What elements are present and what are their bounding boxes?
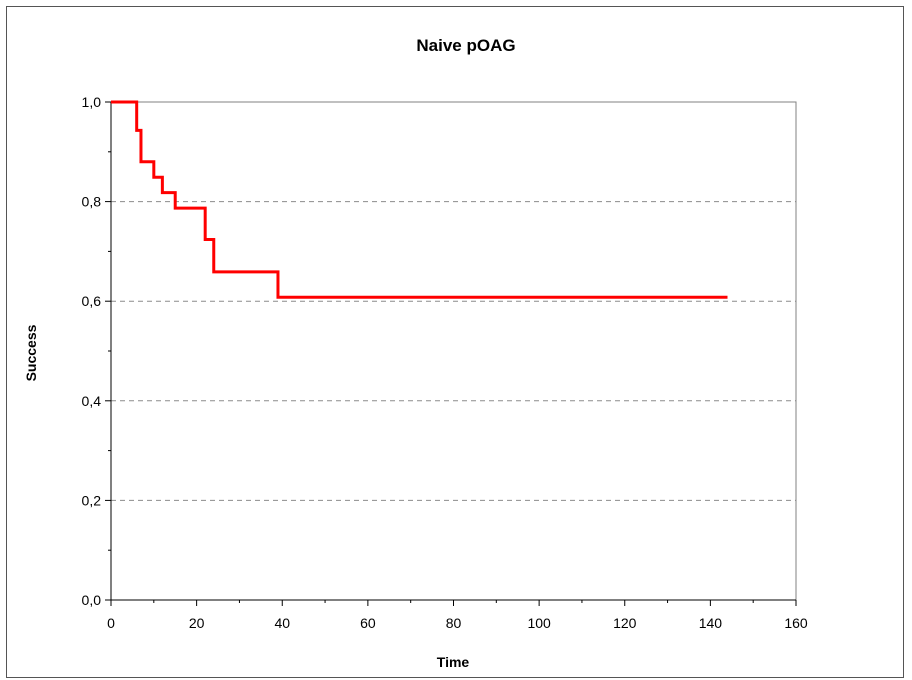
chart-frame: Naive pOAG 0,0 0,2 0,4 0,6 0,8 1,0 0 20 40 60 80 10… [6, 6, 904, 678]
x-tick-label: 20 [189, 615, 205, 631]
chart-svg: Naive pOAG 0,0 0,2 0,4 0,6 0,8 1,0 0 20 40 60 80 10… [23, 36, 808, 670]
x-tick-label: 80 [446, 615, 462, 631]
x-axis-title: Time [437, 654, 470, 670]
axes: 0,0 0,2 0,4 0,6 0,8 1,0 0 20 40 60 80 100 120 140 160 [82, 94, 808, 631]
y-tick-label: 0,0 [82, 592, 102, 608]
x-tick-label: 160 [784, 615, 808, 631]
y-tick-label: 0,4 [82, 393, 102, 409]
y-tick-label: 1,0 [82, 94, 102, 110]
y-tick-label: 0,6 [82, 293, 102, 309]
series-line-0 [111, 100, 728, 299]
series-layer [111, 100, 728, 299]
x-tick-label: 140 [699, 615, 723, 631]
x-tick-label: 0 [107, 615, 115, 631]
y-axis-title: Success [23, 324, 39, 381]
x-tick-label: 40 [274, 615, 290, 631]
x-tick-label: 100 [527, 615, 551, 631]
plot-area [110, 101, 797, 601]
x-tick-label: 120 [613, 615, 637, 631]
y-tick-label: 0,8 [82, 194, 102, 210]
x-tick-label: 60 [360, 615, 376, 631]
y-tick-label: 0,2 [82, 492, 102, 508]
gridlines [111, 101, 796, 501]
chart-title: Naive pOAG [416, 36, 515, 55]
